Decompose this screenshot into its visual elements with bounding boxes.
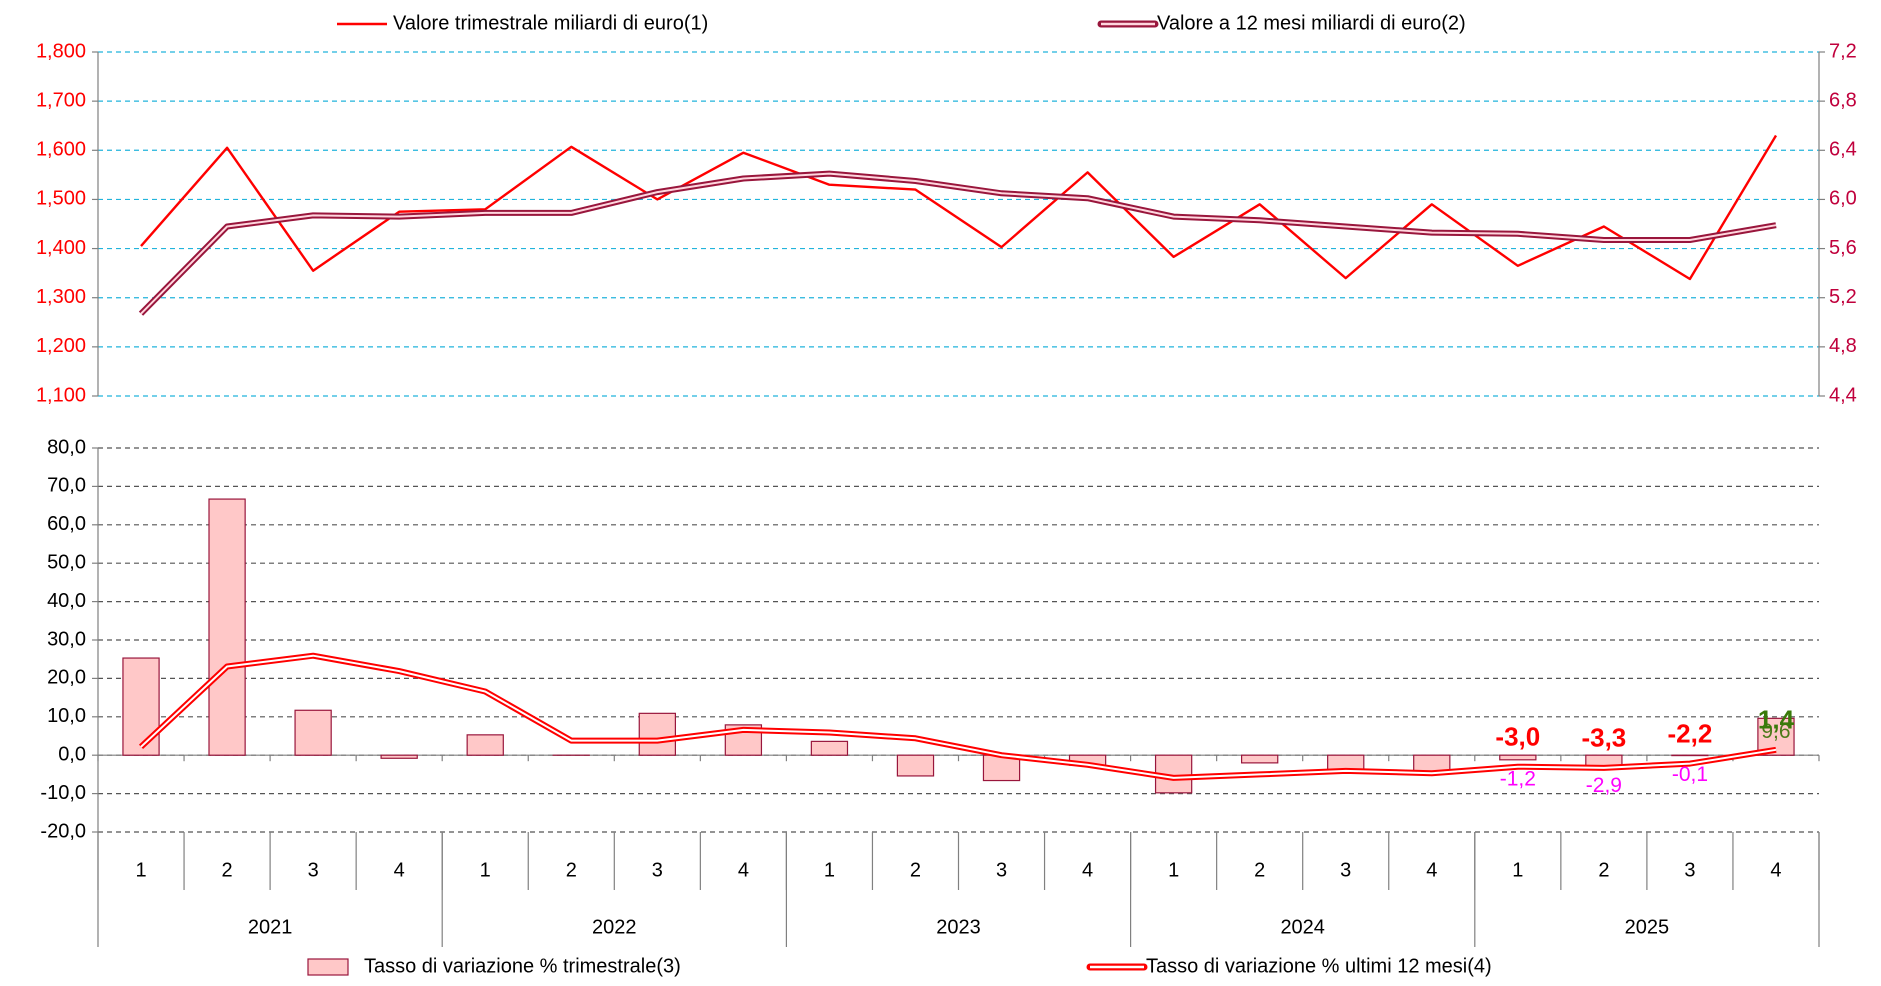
x-tick-label: 1 bbox=[480, 859, 491, 881]
x-tick-label: 4 bbox=[1082, 859, 1093, 881]
bar bbox=[209, 499, 245, 755]
y-tick-label: 1,200 bbox=[36, 335, 86, 357]
group-label: 2021 bbox=[248, 916, 293, 938]
y-tick-label: 1,500 bbox=[36, 188, 86, 210]
line-series bbox=[141, 136, 1776, 280]
group-label: 2022 bbox=[592, 916, 637, 938]
legend-label: Valore trimestrale miliardi di euro(1) bbox=[393, 12, 708, 34]
data-label: -3,0 bbox=[1495, 722, 1540, 752]
y2-tick-label: 5,6 bbox=[1829, 237, 1857, 259]
y-tick-label: 80,0 bbox=[47, 436, 86, 458]
group-label: 2023 bbox=[936, 916, 981, 938]
y-tick-label: 1,600 bbox=[36, 139, 86, 161]
bar bbox=[123, 658, 159, 755]
bar bbox=[467, 735, 503, 755]
bar bbox=[295, 710, 331, 755]
y-tick-label: 1,700 bbox=[36, 89, 86, 111]
x-tick-label: 4 bbox=[1770, 859, 1781, 881]
x-tick-label: 4 bbox=[1426, 859, 1437, 881]
bar bbox=[1242, 755, 1278, 763]
y-tick-label: 1,300 bbox=[36, 286, 86, 308]
x-tick-label: 4 bbox=[394, 859, 405, 881]
x-tick-label: 1 bbox=[135, 859, 146, 881]
x-tick-label: 2 bbox=[910, 859, 921, 881]
data-label: -0,1 bbox=[1672, 763, 1708, 786]
x-tick-label: 2 bbox=[1598, 859, 1609, 881]
y-tick-label: 50,0 bbox=[47, 551, 86, 573]
line-series-inner bbox=[141, 174, 1776, 314]
y2-tick-label: 6,8 bbox=[1829, 89, 1857, 111]
y2-tick-label: 6,4 bbox=[1829, 139, 1857, 161]
x-tick-label: 1 bbox=[824, 859, 835, 881]
data-label: -2,2 bbox=[1668, 719, 1713, 749]
y-tick-label: -10,0 bbox=[40, 782, 86, 804]
y-tick-label: 1,800 bbox=[36, 40, 86, 62]
bar bbox=[1500, 755, 1536, 760]
y-tick-label: 20,0 bbox=[47, 667, 86, 689]
data-label: 1,4 bbox=[1758, 705, 1795, 735]
y2-tick-label: 7,2 bbox=[1829, 40, 1857, 62]
y-tick-label: 40,0 bbox=[47, 590, 86, 612]
y2-tick-label: 4,8 bbox=[1829, 335, 1857, 357]
y2-tick-label: 4,4 bbox=[1829, 384, 1857, 406]
group-label: 2025 bbox=[1625, 916, 1670, 938]
y-tick-label: 1,400 bbox=[36, 237, 86, 259]
legend-label: Valore a 12 mesi miliardi di euro(2) bbox=[1157, 12, 1466, 34]
data-label: -3,3 bbox=[1581, 723, 1626, 753]
y-tick-label: 70,0 bbox=[47, 475, 86, 497]
bar bbox=[811, 741, 847, 755]
y2-tick-label: 5,2 bbox=[1829, 286, 1857, 308]
x-tick-label: 2 bbox=[1254, 859, 1265, 881]
y-tick-label: -20,0 bbox=[40, 820, 86, 842]
group-label: 2024 bbox=[1280, 916, 1325, 938]
x-tick-label: 1 bbox=[1168, 859, 1179, 881]
bar bbox=[639, 713, 675, 755]
x-tick-label: 3 bbox=[996, 859, 1007, 881]
legend-swatch bbox=[308, 959, 348, 975]
x-tick-label: 3 bbox=[652, 859, 663, 881]
x-tick-label: 3 bbox=[308, 859, 319, 881]
line-series bbox=[141, 174, 1776, 314]
x-tick-label: 3 bbox=[1340, 859, 1351, 881]
x-tick-label: 4 bbox=[738, 859, 749, 881]
x-tick-label: 2 bbox=[222, 859, 233, 881]
data-label: -1,2 bbox=[1500, 767, 1536, 790]
y-tick-label: 1,100 bbox=[36, 384, 86, 406]
x-tick-label: 1 bbox=[1512, 859, 1523, 881]
x-tick-label: 2 bbox=[566, 859, 577, 881]
x-tick-label: 3 bbox=[1684, 859, 1695, 881]
bar bbox=[381, 755, 417, 758]
y-tick-label: 0,0 bbox=[58, 743, 86, 765]
y-tick-label: 30,0 bbox=[47, 628, 86, 650]
legend-label: Tasso di variazione % ultimi 12 mesi(4) bbox=[1146, 955, 1492, 977]
y-tick-label: 60,0 bbox=[47, 513, 86, 535]
data-label: -2,9 bbox=[1586, 774, 1622, 797]
legend-label: Tasso di variazione % trimestrale(3) bbox=[364, 955, 681, 977]
y-tick-label: 10,0 bbox=[47, 705, 86, 727]
y2-tick-label: 6,0 bbox=[1829, 188, 1857, 210]
bar bbox=[897, 755, 933, 776]
